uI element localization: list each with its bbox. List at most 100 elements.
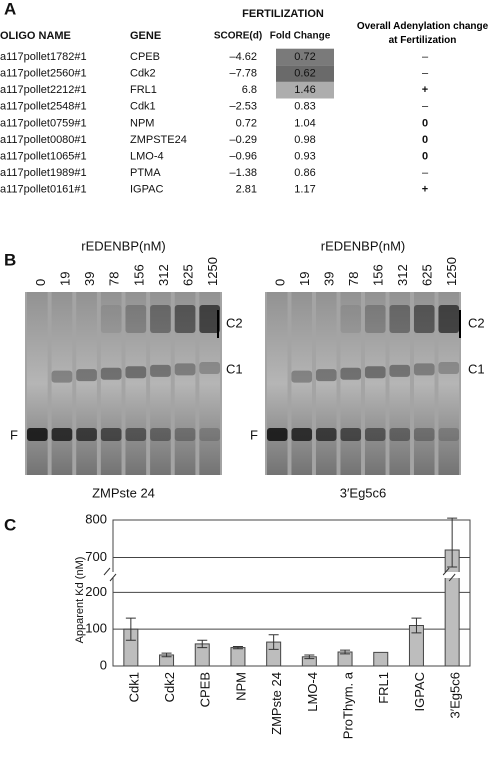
column-header: OLIGO NAME — [0, 30, 71, 42]
gene: IGPAC — [130, 184, 163, 196]
lane-label: 19 — [57, 272, 72, 286]
x-tick-label: IGPAC — [412, 672, 427, 712]
y-tick-label: 800 — [85, 511, 107, 526]
band-free — [100, 428, 122, 441]
band-c2 — [438, 305, 460, 333]
error-bar — [161, 652, 172, 658]
band-label: C2 — [468, 315, 485, 330]
oligo-name: a117pollet0759#1 — [0, 117, 87, 129]
x-tick-label: LMO-4 — [305, 672, 320, 712]
lane-label: 625 — [420, 264, 435, 286]
oligo-name: a117pollet2548#1 — [0, 101, 87, 113]
x-tick-label: NPM — [233, 672, 248, 701]
fold-change: 0.83 — [294, 101, 315, 113]
error-bar — [447, 517, 458, 568]
x-tick-label: CPEB — [198, 672, 213, 707]
score: –0.29 — [229, 134, 257, 146]
gene: CPEB — [130, 51, 160, 63]
band-c2 — [389, 305, 411, 333]
x-tick-label: 3′Eg5c6 — [448, 672, 463, 719]
band-free — [76, 428, 97, 441]
cell-shade — [276, 65, 334, 82]
band-c2 — [413, 305, 435, 333]
lane-label: 156 — [371, 264, 386, 286]
lane-label: 312 — [156, 264, 171, 286]
gene: Cdk1 — [130, 101, 156, 113]
oligo-name: a117pollet0161#1 — [0, 184, 87, 196]
lane — [413, 292, 435, 475]
cell-shade — [276, 81, 334, 99]
oligo-name: a117pollet0080#1 — [0, 134, 87, 146]
bar — [373, 651, 389, 667]
band-free — [413, 428, 435, 441]
y-axis-label: Apparent Kd (nM) — [74, 557, 86, 644]
band-c1 — [125, 366, 147, 379]
band-free — [266, 428, 288, 441]
lane-label: 19 — [297, 272, 312, 286]
band-free — [315, 428, 337, 441]
adenylation: – — [422, 68, 429, 80]
adenylation: 0 — [422, 151, 428, 163]
error-bar — [125, 617, 136, 641]
band-c2 — [364, 305, 386, 333]
band-free — [291, 428, 313, 441]
adenylation: – — [422, 167, 429, 179]
band-c1 — [389, 364, 411, 377]
error-bar — [197, 639, 208, 649]
gel-title: rEDENBP(nM) — [321, 238, 406, 253]
adenylation: 0 — [422, 117, 428, 129]
x-tick-label: ZMPste 24 — [269, 672, 284, 735]
band-label: C1 — [468, 361, 485, 376]
lane — [150, 292, 171, 475]
fold-change: 0.86 — [294, 167, 315, 179]
band-c2 — [100, 305, 122, 333]
band-c1 — [199, 362, 221, 374]
band-free — [340, 428, 362, 441]
oligo-name: a117pollet1989#1 — [0, 167, 87, 179]
band-c1 — [438, 362, 460, 374]
axis-break — [105, 572, 121, 578]
y-tick-label: 700 — [85, 549, 107, 564]
lane-label: 625 — [181, 264, 196, 286]
band-free — [174, 428, 196, 441]
x-tick-label: FRL1 — [376, 672, 391, 704]
lane-label: 0 — [33, 279, 48, 286]
band-free — [389, 428, 411, 441]
band-c1 — [413, 363, 435, 376]
band-c1 — [150, 364, 171, 377]
band-c1 — [364, 366, 386, 379]
band-c1 — [315, 369, 337, 382]
error-bar — [340, 649, 351, 655]
score: –1.38 — [229, 167, 257, 179]
band-c2 — [174, 305, 196, 333]
error-bar — [268, 634, 279, 650]
gel-caption: ZMPste 24 — [92, 485, 155, 500]
lane-label: 0 — [273, 279, 288, 286]
band-c2 — [199, 305, 221, 333]
band-label: C1 — [226, 361, 243, 376]
error-bar — [304, 654, 315, 660]
lane-label: 1250 — [205, 257, 220, 286]
gene: NPM — [130, 117, 154, 129]
score: 2.81 — [236, 184, 257, 196]
column-header: SCORE(d) — [214, 31, 262, 42]
column-header-box: Overall Adenylation change at Fertilizat… — [356, 21, 489, 46]
band-label: F — [10, 427, 18, 442]
band-label: F — [250, 427, 258, 442]
column-header: Fold Change — [270, 31, 331, 42]
band-free — [438, 428, 460, 441]
gene: Cdk2 — [130, 68, 156, 80]
x-tick-label: Cdk1 — [126, 672, 141, 702]
adenylation: – — [422, 51, 429, 63]
lane-label: 39 — [82, 272, 97, 286]
band-free — [125, 428, 147, 441]
lane-label: 39 — [322, 272, 337, 286]
band-c1 — [291, 370, 313, 383]
adenylation: – — [422, 101, 429, 113]
x-tick-label: Cdk2 — [162, 672, 177, 702]
column-header: Overall Adenylation change at Fertilizat… — [356, 21, 489, 46]
y-tick-label: 200 — [85, 584, 107, 599]
lane — [438, 292, 460, 475]
band-c1 — [76, 369, 97, 382]
